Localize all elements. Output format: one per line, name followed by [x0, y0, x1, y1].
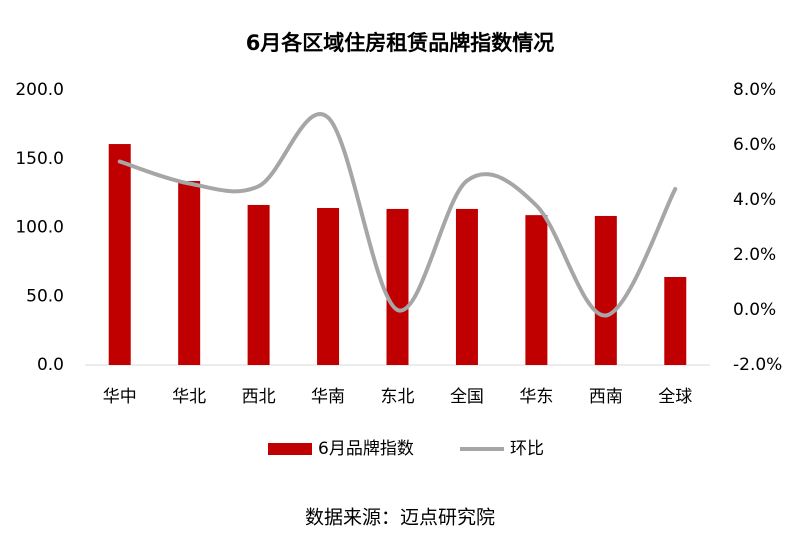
chart-title: 6月各区域住房租赁品牌指数情况 [246, 31, 555, 55]
y-tick-label: 200.0 [15, 80, 64, 100]
x-tick-label: 华中 [103, 387, 137, 407]
bar [317, 207, 340, 365]
x-tick-label: 华北 [172, 387, 206, 407]
x-tick-label: 全国 [450, 387, 484, 407]
x-tick-label: 西北 [242, 387, 276, 407]
y2-tick-label: 0.0% [733, 300, 776, 320]
y2-tick-label: 4.0% [733, 190, 776, 210]
bar [455, 208, 478, 365]
x-tick-label: 东北 [381, 387, 415, 407]
y-tick-label: 0.0 [37, 355, 64, 375]
y2-tick-label: 2.0% [733, 245, 776, 265]
bar [108, 144, 131, 365]
y-tick-label: 150.0 [15, 149, 64, 169]
y-tick-label: 50.0 [26, 286, 64, 306]
legend-swatch [268, 443, 312, 455]
legend-label: 环比 [510, 439, 544, 459]
y2-tick-label: -2.0% [733, 355, 782, 375]
bar [178, 181, 201, 365]
legend-label: 6月品牌指数 [318, 439, 414, 459]
y2-tick-label: 6.0% [733, 135, 776, 155]
x-tick-label: 华南 [311, 387, 345, 407]
x-tick-label: 全球 [658, 387, 692, 407]
bar [664, 277, 687, 365]
bar [594, 215, 617, 365]
bar [386, 208, 409, 365]
bar [525, 215, 548, 365]
x-tick-label: 华东 [519, 387, 553, 407]
x-tick-label: 西南 [589, 387, 623, 407]
line [117, 112, 678, 318]
y2-tick-label: 8.0% [733, 80, 776, 100]
bar [247, 204, 270, 365]
y-tick-label: 100.0 [15, 218, 64, 238]
source: 数据来源：迈点研究院 [305, 507, 495, 529]
